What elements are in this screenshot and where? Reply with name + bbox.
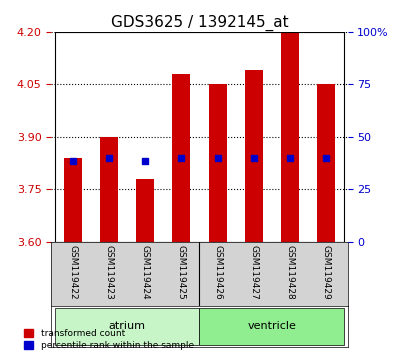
Title: GDS3625 / 1392145_at: GDS3625 / 1392145_at bbox=[111, 14, 288, 30]
Bar bbox=[64, 158, 82, 242]
FancyBboxPatch shape bbox=[199, 308, 344, 345]
Bar bbox=[281, 32, 299, 242]
Text: GSM119429: GSM119429 bbox=[322, 245, 331, 300]
FancyBboxPatch shape bbox=[55, 308, 199, 345]
Bar bbox=[245, 70, 263, 242]
Text: GSM119428: GSM119428 bbox=[285, 245, 294, 300]
Bar bbox=[209, 84, 227, 242]
Text: GSM119424: GSM119424 bbox=[141, 245, 150, 300]
Text: GSM119422: GSM119422 bbox=[68, 245, 77, 300]
Legend: transformed count, percentile rank within the sample: transformed count, percentile rank withi… bbox=[24, 329, 194, 350]
Bar bbox=[136, 179, 154, 242]
Bar bbox=[317, 84, 335, 242]
Bar bbox=[100, 137, 118, 242]
Text: ventricle: ventricle bbox=[247, 321, 296, 331]
Bar bbox=[172, 74, 190, 242]
Text: atrium: atrium bbox=[109, 321, 146, 331]
Text: GSM119425: GSM119425 bbox=[177, 245, 186, 300]
Text: GSM119427: GSM119427 bbox=[249, 245, 258, 300]
Text: GSM119426: GSM119426 bbox=[213, 245, 222, 300]
Text: GSM119423: GSM119423 bbox=[105, 245, 114, 300]
